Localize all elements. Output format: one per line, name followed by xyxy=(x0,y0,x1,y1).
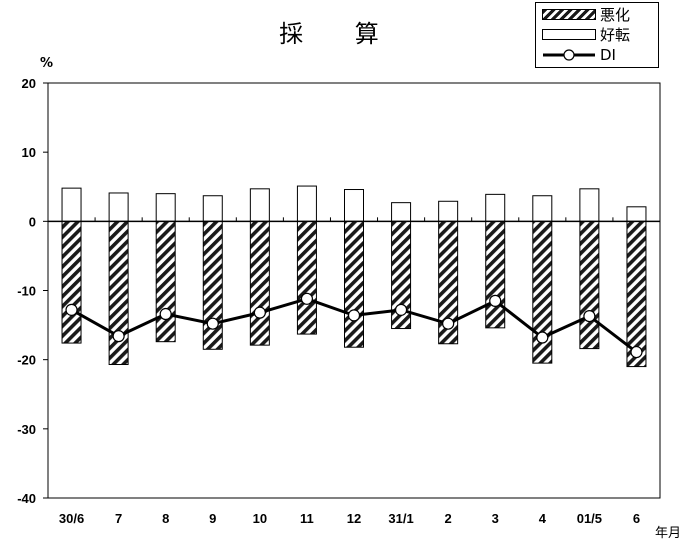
y-tick-label: -20 xyxy=(17,353,36,368)
x-tick-label: 30/6 xyxy=(59,511,84,526)
bar-better xyxy=(391,202,412,222)
x-tick-label: 4 xyxy=(539,511,547,526)
di-point xyxy=(347,309,361,322)
x-tick-label: 11 xyxy=(300,511,314,526)
di-point xyxy=(442,317,455,330)
di-point xyxy=(583,309,596,323)
bar-better xyxy=(202,195,223,222)
di-point xyxy=(206,317,219,330)
x-tick-label: 01/5 xyxy=(577,511,602,526)
di-point xyxy=(630,345,643,359)
bar-worse xyxy=(626,220,647,368)
bar-better xyxy=(579,188,600,222)
bar-worse xyxy=(155,220,176,343)
bar-worse xyxy=(344,220,364,348)
legend-label-better: 好転 xyxy=(600,26,631,44)
x-axis-unit: 年月 xyxy=(655,526,682,541)
x-tick-label: 6 xyxy=(633,511,640,526)
bar-worse xyxy=(202,220,223,350)
legend-item-better: 好転 xyxy=(540,26,656,44)
bar-better xyxy=(108,192,129,222)
x-tick-label: 12 xyxy=(347,511,361,526)
bar-worse xyxy=(296,220,317,335)
legend-item-di: DI xyxy=(540,46,656,64)
legend-swatch-di xyxy=(543,49,595,61)
di-point xyxy=(112,330,125,343)
x-tick-label: 31/1 xyxy=(388,511,413,526)
x-tick-label: 9 xyxy=(209,511,216,526)
legend-label-worse: 悪化 xyxy=(600,6,631,24)
di-point xyxy=(300,292,314,305)
y-tick-label: 20 xyxy=(22,76,36,91)
legend: 悪化 好転 DI xyxy=(535,2,659,68)
x-tick-label: 3 xyxy=(492,511,499,526)
bar-worse xyxy=(249,220,270,346)
di-point xyxy=(253,306,266,319)
y-tick-label: 0 xyxy=(29,214,36,229)
bar-worse xyxy=(61,220,82,344)
x-tick-label: 8 xyxy=(162,511,169,526)
bar-better xyxy=(344,189,364,222)
chart-title: 採 算 xyxy=(279,20,401,48)
x-tick-label: 7 xyxy=(115,511,122,526)
y-tick-label: -40 xyxy=(17,491,36,506)
di-point xyxy=(394,303,408,316)
di-point xyxy=(536,331,549,344)
bar-better xyxy=(61,187,82,222)
legend-swatch-worse xyxy=(542,9,596,20)
y-axis-unit: % xyxy=(40,56,54,71)
di-point xyxy=(65,303,78,316)
legend-item-worse: 悪化 xyxy=(540,6,656,24)
legend-swatch-better xyxy=(542,29,596,40)
bar-worse xyxy=(108,220,129,366)
di-point xyxy=(159,307,172,321)
bar-better xyxy=(249,188,270,222)
legend-label-di: DI xyxy=(600,46,616,64)
bar-better xyxy=(485,193,506,222)
y-tick-label: 10 xyxy=(22,145,36,160)
bar-better xyxy=(438,200,459,222)
di-point xyxy=(489,294,502,307)
bar-worse xyxy=(579,220,600,350)
bar-better xyxy=(296,185,317,222)
x-tick-label: 10 xyxy=(253,511,267,526)
bar-better xyxy=(155,193,176,222)
x-tick-label: 2 xyxy=(445,511,452,526)
y-tick-label: -10 xyxy=(17,284,36,299)
bar-better xyxy=(532,195,553,222)
y-tick-label: -30 xyxy=(17,422,36,437)
bar-worse xyxy=(485,220,506,329)
bar-better xyxy=(626,206,647,222)
